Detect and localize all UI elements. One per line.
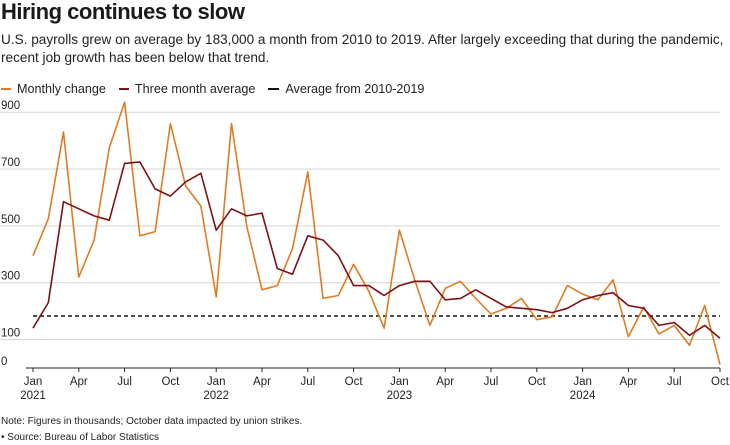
x-tick-label: Jul [300,376,315,388]
x-tick-label: Oct [711,376,730,388]
x-tick-label: Jan [390,376,409,388]
legend-label-three-month: Three month average [134,82,256,96]
x-tick-label: Apr [619,376,637,388]
legend-item-three-month: Three month average [118,82,256,96]
x-tick-label: Oct [528,376,547,388]
chart-subtitle: U.S. payrolls grew on average by 183,000… [1,32,724,65]
y-tick-label: 0 [1,356,7,368]
x-tick-label: Jul [117,376,132,388]
y-tick-label: 700 [1,157,20,169]
x-tick-label: Jan [573,376,592,388]
x-year-label: 2021 [20,390,46,402]
x-tick-label: Jul [667,376,682,388]
x-tick-label: Oct [161,376,180,388]
x-tick-label: Apr [436,376,454,388]
x-tick-label: Apr [70,376,88,388]
x-year-label: 2023 [387,390,413,402]
series-line-monthly-change [32,101,721,365]
chart-title: Hiring continues to slow [1,0,245,24]
x-axis: Jan 2021 Apr Jul Oct Jan 2022 Apr Jul Oct Jan 2023 A… [20,368,730,402]
y-tick-label: 300 [1,271,20,283]
legend-label-monthly: Monthly change [17,82,106,96]
x-tick-label: Jan [207,376,226,388]
x-tick-label: Jul [484,376,499,388]
legend-swatch-average [268,88,280,90]
y-axis-labels: 0 100 300 500 700 900 [1,100,20,368]
legend-swatch-three-month [118,88,129,90]
legend-label-average: Average from 2010-2019 [285,82,425,96]
series-line-three-month-average [32,161,721,339]
x-tick-label: Oct [345,376,364,388]
footnote: Note: Figures in thousands; October data… [1,416,303,427]
legend-item-monthly: Monthly change [1,82,106,96]
x-year-label: 2024 [570,390,596,402]
source-note: • Source: Bureau of Labor Statistics [1,432,160,443]
legend: Monthly change Three month average Avera… [1,81,437,97]
x-tick-label: Jan [24,376,43,388]
gridlines [0,111,720,369]
series-lines [32,101,721,365]
legend-item-average: Average from 2010-2019 [268,82,424,96]
legend-swatch-monthly [1,88,11,90]
y-tick-label: 900 [1,100,20,112]
x-tick-label: Apr [253,376,271,388]
y-tick-label: 100 [1,328,20,340]
y-tick-label: 500 [1,214,20,226]
x-year-label: 2022 [203,390,229,402]
